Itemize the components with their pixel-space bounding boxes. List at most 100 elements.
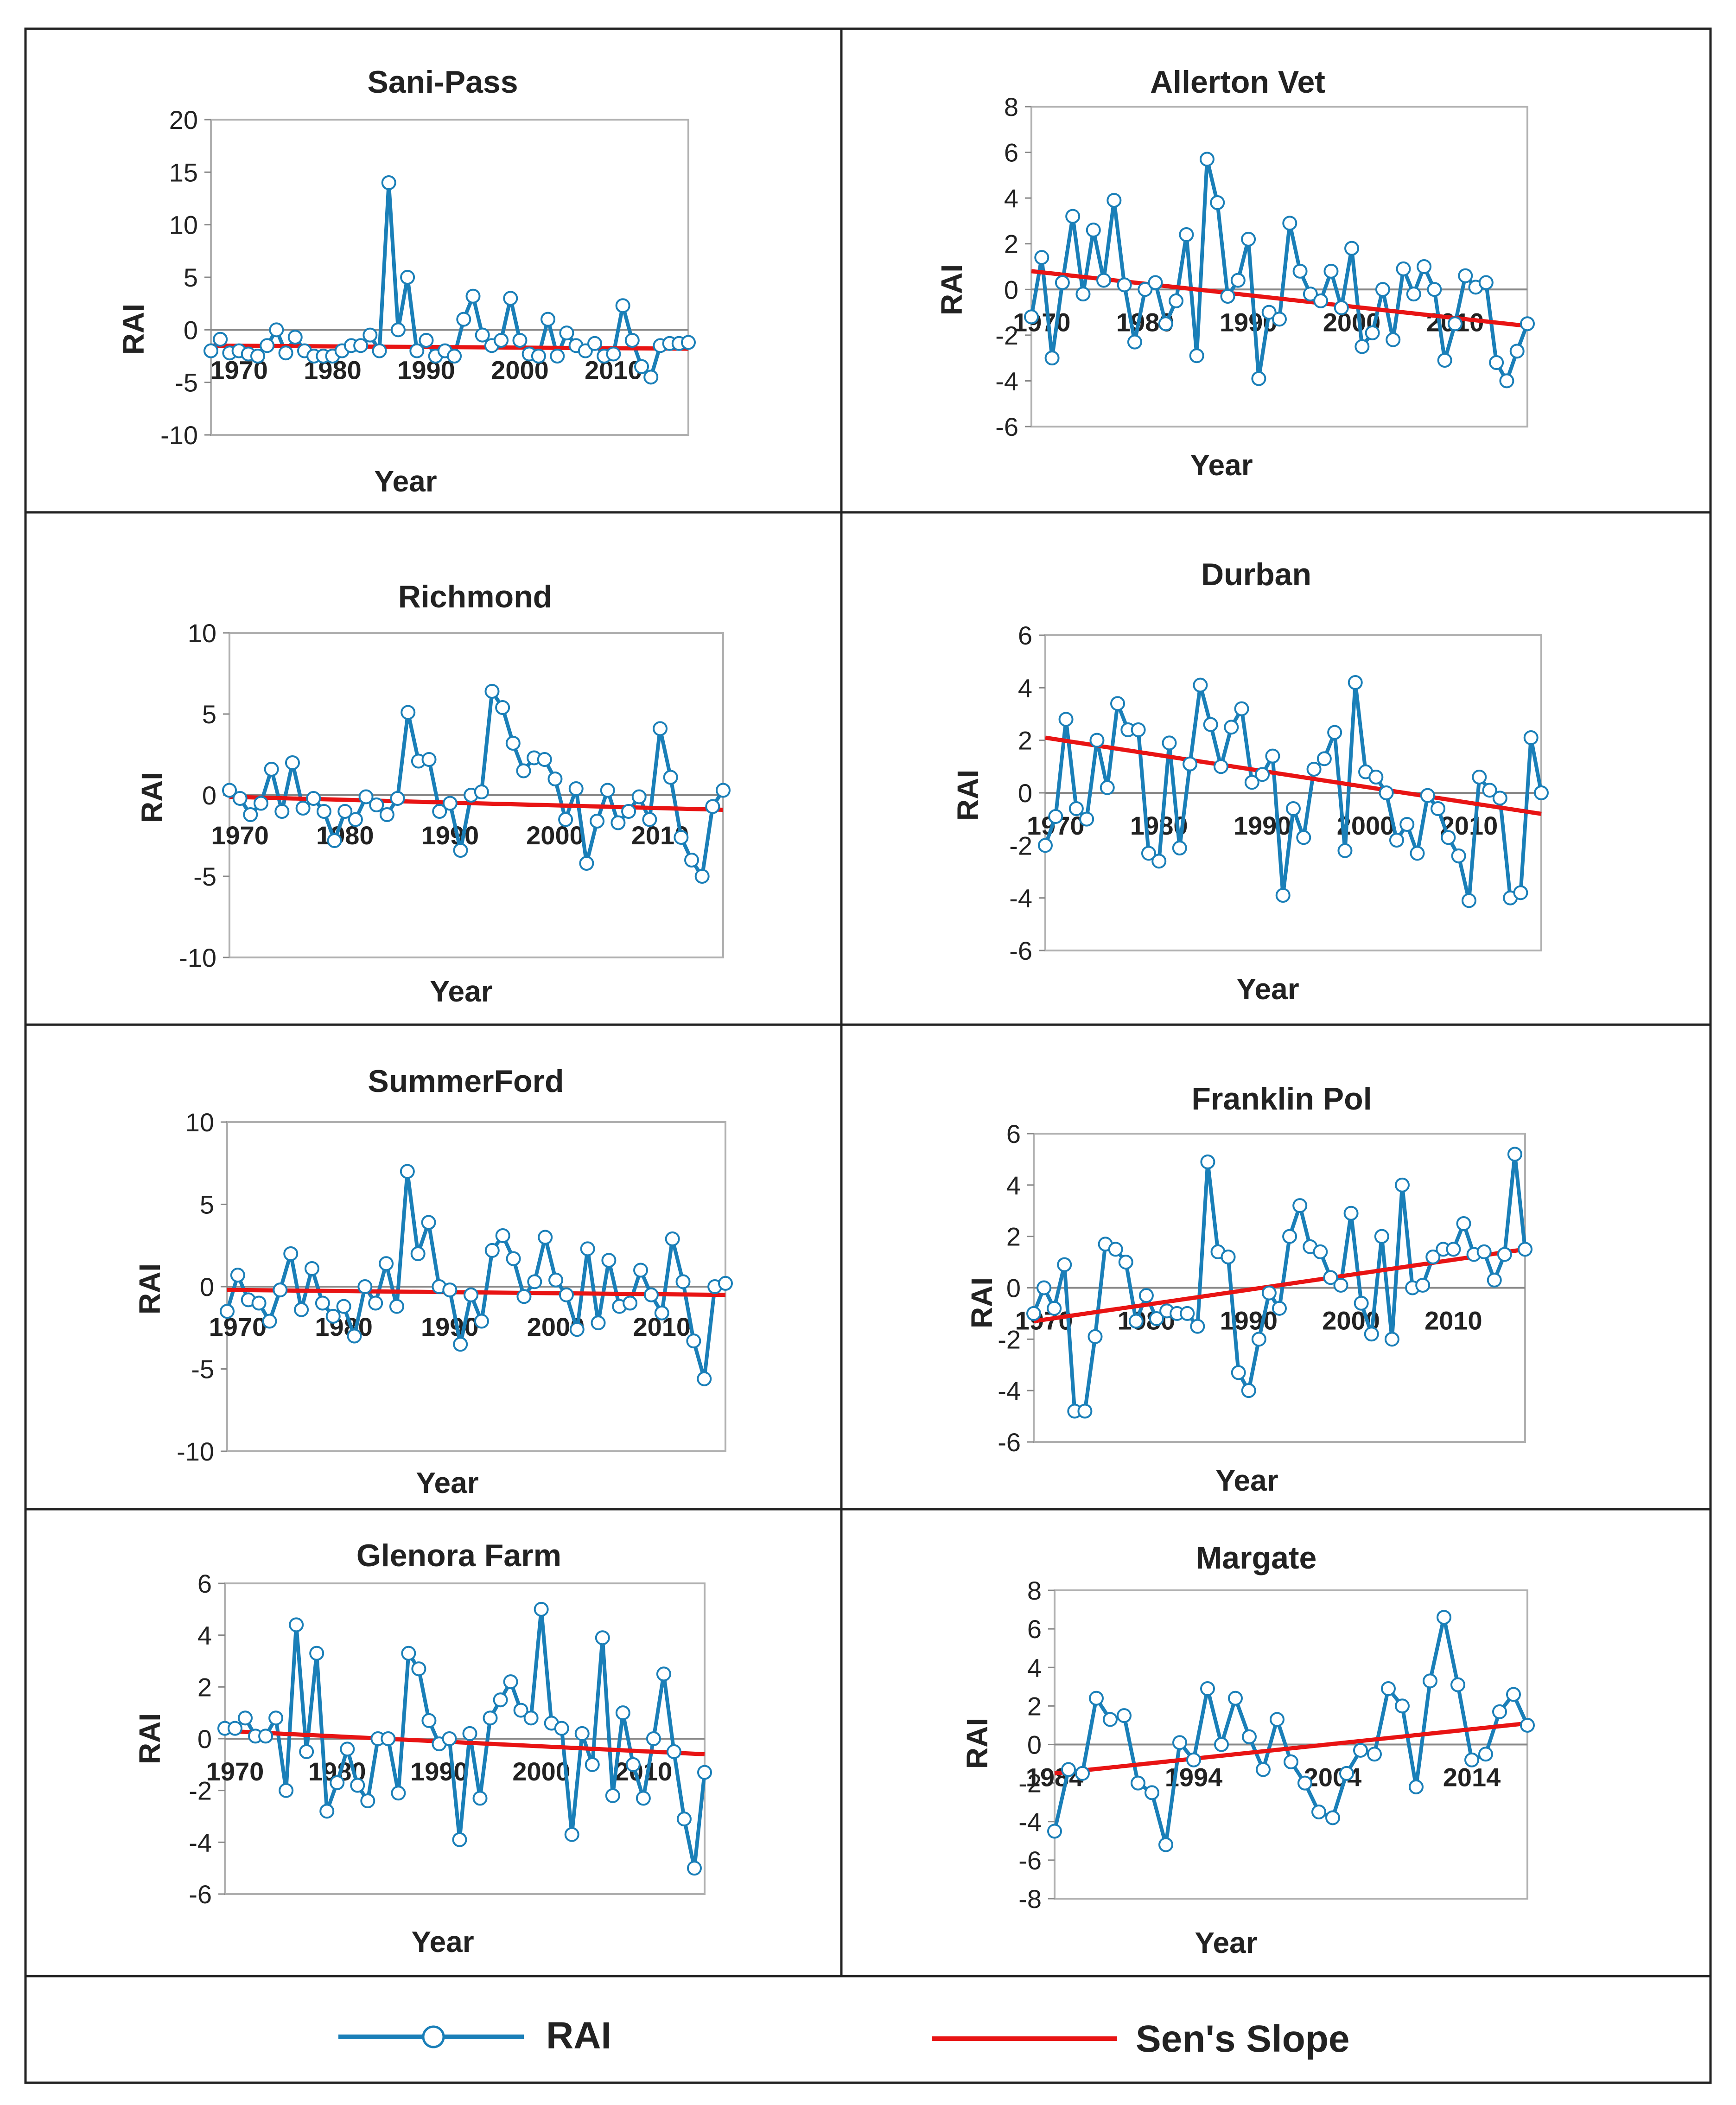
rai-point: [347, 1328, 362, 1344]
rai-point: [1079, 811, 1094, 827]
rai-point: [309, 1646, 324, 1661]
rai-point: [1255, 767, 1270, 782]
rai-point: [340, 1741, 355, 1757]
rai-point: [1284, 1754, 1298, 1769]
rai-point: [1327, 725, 1342, 740]
rai-point: [1431, 801, 1446, 816]
rai-point: [484, 684, 500, 699]
rai-point: [1437, 1610, 1451, 1625]
x-tick-label: 1990: [421, 821, 479, 850]
rai-point: [442, 1282, 458, 1298]
rai-point: [1047, 1824, 1062, 1839]
y-tick-label: 2: [1027, 1691, 1042, 1721]
y-tick-label: -4: [189, 1828, 212, 1857]
x-tick-label: 1990: [1234, 811, 1291, 840]
rai-point: [1423, 1673, 1437, 1689]
rai-point: [1199, 152, 1215, 167]
rai-point: [554, 1721, 569, 1736]
rai-point: [1145, 1785, 1159, 1800]
rai-point: [666, 1744, 681, 1759]
rai-point: [610, 815, 626, 830]
x-tick-label: 2000: [512, 1757, 570, 1786]
rai-point: [1265, 748, 1280, 764]
rai-point: [1138, 1288, 1154, 1303]
rai-point: [1034, 250, 1049, 265]
rai-point: [1234, 701, 1249, 716]
rai-point: [1313, 1244, 1328, 1259]
rai-point: [1534, 785, 1549, 800]
rai-point: [1251, 1332, 1266, 1347]
rai-point: [1172, 841, 1187, 855]
chart-title: Richmond: [398, 579, 552, 614]
y-tick-label: -2: [998, 1325, 1021, 1354]
rai-point: [268, 1710, 284, 1726]
chart-title: SummerFord: [368, 1064, 564, 1099]
rai-point: [1367, 1747, 1382, 1762]
x-axis-title: Year: [411, 1925, 474, 1958]
rai-point: [1221, 1250, 1236, 1264]
rai-point: [1303, 287, 1318, 302]
rai-point: [675, 1274, 691, 1289]
rai-point: [654, 1305, 669, 1320]
rai-point: [1478, 275, 1494, 290]
rai-point: [1118, 1255, 1133, 1270]
rai-point: [1344, 241, 1360, 256]
rai-point: [421, 752, 437, 767]
rai-point: [369, 797, 384, 812]
y-tick-label: 5: [184, 263, 198, 292]
rai-point: [389, 1299, 404, 1314]
chart-title: Allerton Vet: [1150, 64, 1325, 100]
rai-point: [512, 333, 528, 348]
rai-point: [1251, 371, 1266, 386]
y-tick-label: -6: [189, 1880, 212, 1909]
x-tick-label: 2010: [1424, 1306, 1482, 1335]
rai-point: [1420, 788, 1435, 803]
y-tick-label: 0: [1018, 778, 1032, 808]
sens-slope-line: [224, 1729, 705, 1756]
rai-point: [1244, 775, 1259, 790]
y-axis-title: RAI: [960, 1718, 994, 1769]
rai-point: [269, 322, 284, 338]
rai-point: [1141, 846, 1156, 861]
x-tick-label: 1980: [316, 821, 374, 850]
rai-point: [527, 1274, 542, 1289]
y-tick-label: 0: [1006, 1274, 1021, 1303]
y-tick-label: -4: [1009, 884, 1032, 913]
y-tick-label: 4: [1006, 1171, 1021, 1200]
rai-point: [1472, 770, 1487, 785]
rai-point: [381, 1731, 396, 1746]
rai-point: [1065, 209, 1081, 224]
rai-point: [316, 804, 331, 819]
rai-point: [559, 325, 574, 341]
sens-slope-line: [1033, 1247, 1526, 1323]
rai-point: [279, 1783, 294, 1798]
rai-point: [421, 1713, 437, 1728]
rai-point: [503, 1674, 518, 1690]
rai-point: [410, 1246, 426, 1261]
y-tick-label: 2: [197, 1672, 212, 1702]
rai-series-line: [1032, 1152, 1527, 1413]
y-tick-label: -4: [998, 1376, 1021, 1405]
rai-point: [1213, 759, 1228, 774]
rai-point: [601, 1253, 617, 1268]
rai-point: [1482, 783, 1497, 798]
rai-point: [1286, 801, 1301, 816]
rai-point: [495, 1228, 510, 1243]
rai-point: [442, 796, 458, 811]
rai-point: [1037, 1280, 1052, 1295]
rai-point: [1389, 833, 1404, 848]
rai-point: [260, 338, 275, 353]
rai-point: [1478, 1747, 1493, 1762]
rai-point: [569, 1322, 585, 1337]
rai-point: [250, 349, 265, 364]
rai-point: [694, 869, 710, 884]
rai-point: [1058, 712, 1074, 727]
rai-point: [1048, 809, 1063, 824]
legend-rai-marker: [422, 2025, 445, 2048]
plot-area: [1030, 106, 1528, 427]
rai-point: [264, 762, 279, 777]
rai-point: [1337, 843, 1353, 858]
rai-point: [503, 291, 518, 306]
rai-point: [1386, 332, 1401, 347]
